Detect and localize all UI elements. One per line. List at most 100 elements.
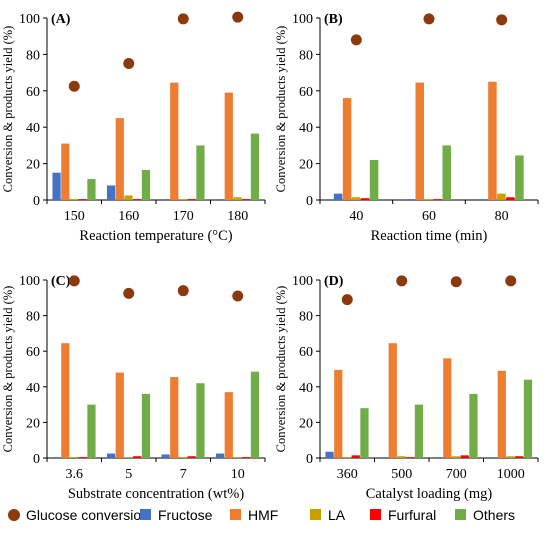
bar-furfural [187,456,196,458]
legend-marker-others [455,509,466,520]
glucose-conversion-point [341,294,353,306]
y-tick-label: 20 [299,416,313,431]
x-tick-label: 80 [495,209,509,224]
bar-fructose [161,454,170,458]
y-axis-title: Conversion & products yield (%) [274,26,288,193]
legend-label: Fructose [158,507,213,523]
bar-furfural [78,199,87,200]
bar-others [87,179,96,200]
x-tick-label: 7 [180,467,187,482]
bar-fructose [379,457,389,458]
x-tick-label: 700 [446,467,467,482]
x-tick-label: 180 [227,209,248,224]
y-tick-label: 60 [26,345,40,360]
y-tick-label: 100 [19,274,40,289]
bar-hmf [415,82,424,200]
y-tick-label: 40 [26,381,40,396]
legend-label: LA [328,507,346,523]
bar-fructose [434,457,443,458]
bar-fructose [215,199,225,200]
x-tick-label: 500 [391,467,412,482]
bar-fructose [406,199,415,200]
bar-others [360,408,369,458]
bar-furfural [406,457,415,458]
bar-furfural [433,199,442,200]
bar-fructose [106,453,116,458]
y-axis-title: Conversion & products yield (%) [1,286,15,453]
x-tick-label: 160 [118,209,139,224]
glucose-conversion-point [505,275,517,287]
bar-furfural [187,199,196,200]
bar-la [424,199,433,200]
glucose-conversion-point [123,287,135,299]
y-tick-label: 100 [292,12,313,27]
bar-la [69,199,79,200]
legend-label: HMF [248,507,278,523]
bar-furfural [242,457,251,458]
bar-others [442,145,451,200]
bar-hmf [61,143,70,200]
bar-furfural [78,457,87,458]
legend-label: Others [473,507,515,523]
bar-fructose [479,199,488,200]
bar-hmf [224,92,233,200]
chart-panel-3: 0 20 40 60 80 100 (C) 3.6 5 7 10 Substrate concentr… [1,274,266,502]
glucose-conversion-point [177,285,189,297]
bar-la [397,456,406,458]
glucose-conversion-point [423,13,435,25]
glucose-conversion-point [350,34,362,46]
y-tick-label: 20 [26,416,40,431]
bar-others [196,383,205,458]
glucose-conversion-point [68,80,80,92]
x-tick-label: 5 [125,467,132,482]
y-tick-label: 40 [299,381,313,396]
bar-furfural [506,197,515,200]
bar-others [250,371,260,458]
bar-la [124,195,133,200]
y-tick-label: 100 [19,12,40,27]
legend: Glucose conversion Fructose HMF LA Furfural O… [8,507,515,523]
glucose-conversion-point [396,275,408,287]
bar-others [515,155,524,200]
bar-la [351,197,361,200]
bar-la [497,193,506,200]
chart-panel-4: 0 20 40 60 80 100 (D) 360 500 700 1000 Catalyst loa… [274,274,539,502]
bar-la [178,199,188,200]
bar-hmf [443,358,452,458]
panel-label: (A) [51,12,71,27]
bar-furfural [360,198,370,200]
bar-la [451,456,461,458]
bar-la [178,457,188,458]
legend-marker-furfural [370,509,381,520]
bar-la [233,197,242,200]
y-axis-title: Conversion & products yield (%) [274,286,288,453]
bar-others [196,145,205,200]
x-tick-label: 10 [231,467,245,482]
panel-label: (C) [51,274,71,289]
y-tick-label: 80 [299,310,313,325]
bar-others [523,379,533,458]
bar-hmf [497,370,506,458]
y-tick-label: 0 [33,452,40,467]
glucose-conversion-point [68,275,80,287]
bar-others [141,393,151,458]
bar-furfural [351,455,360,458]
glucose-conversion-point [496,14,508,26]
bar-furfural [515,456,524,458]
bar-la [69,457,79,458]
y-tick-label: 40 [299,121,313,136]
x-tick-label: 150 [64,209,85,224]
y-tick-label: 100 [292,274,313,289]
bar-others [369,159,379,200]
bar-la [506,456,515,458]
glucose-conversion-point [232,290,244,302]
legend-label: Glucose conversion [26,507,149,523]
bar-hmf [115,118,124,200]
y-tick-label: 0 [306,452,313,467]
bar-fructose [106,185,116,200]
glucose-conversion-point [177,13,189,25]
bar-others [141,169,151,200]
bar-la [342,457,352,458]
bar-la [124,457,133,458]
x-tick-label: 360 [337,467,358,482]
